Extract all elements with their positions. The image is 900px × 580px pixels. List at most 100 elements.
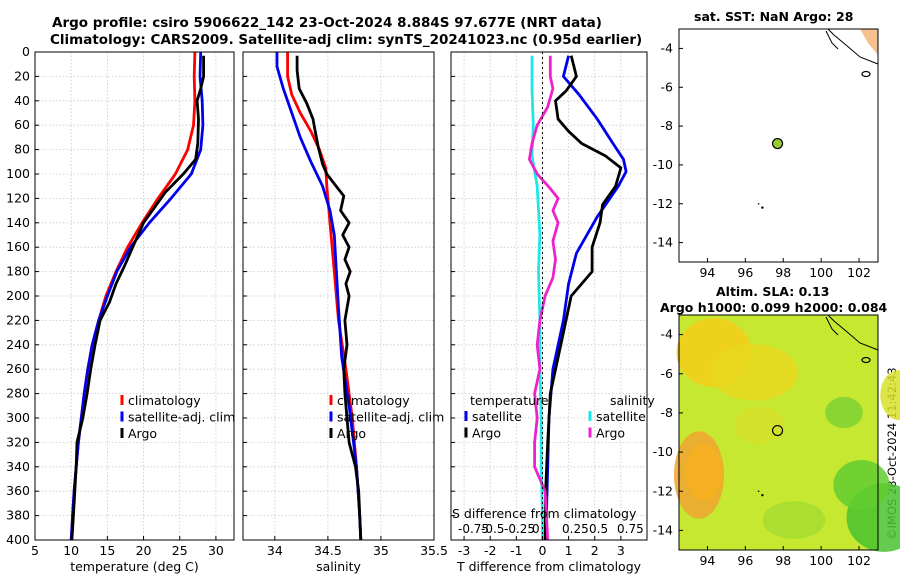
temperature-profile-xtick-label: 15 bbox=[99, 543, 115, 558]
depth-tick-label: 100 bbox=[6, 166, 30, 181]
sst-map-xtick-label: 100 bbox=[809, 265, 833, 280]
depth-tick-label: 60 bbox=[14, 117, 30, 132]
island-outline bbox=[861, 70, 871, 78]
sst-map-ytick-label: -10 bbox=[653, 157, 673, 172]
sla-argo-location-marker bbox=[771, 424, 784, 437]
difference-profile-xlabel: T difference from climatology bbox=[456, 559, 642, 574]
argo-location-marker bbox=[771, 137, 784, 150]
sst-map-ytick-label: -12 bbox=[653, 196, 673, 211]
sla-field-patch bbox=[833, 460, 890, 510]
depth-tick-label: 400 bbox=[6, 532, 30, 547]
sla-map-xtick-label: 96 bbox=[737, 553, 753, 568]
salinity-profile-xtick-label: 34 bbox=[267, 543, 283, 558]
difference-profile-series-line bbox=[543, 55, 623, 541]
difference-profile-series-line bbox=[543, 55, 628, 541]
depth-tick-label: 80 bbox=[14, 142, 30, 157]
salinity-legend-entry: Argo bbox=[337, 426, 366, 441]
sst-map-ytick-label: -8 bbox=[661, 118, 674, 133]
difference-profile-xtick-label: 3 bbox=[617, 543, 625, 558]
diff-secondary-tick-label: 0 bbox=[532, 522, 540, 536]
temperature-profile-xtick-label: 20 bbox=[136, 543, 152, 558]
diff-secondary-tick-label: 0.75 bbox=[617, 522, 644, 536]
sla-map-title-line1: Altim. SLA: 0.13 bbox=[716, 284, 830, 299]
difference-profile-xtick-label: -2 bbox=[484, 543, 496, 558]
depth-tick-label: 180 bbox=[6, 264, 30, 279]
diff-legend-temp-title: temperature bbox=[470, 393, 549, 408]
sla-field-patch bbox=[880, 370, 900, 420]
coastline bbox=[825, 316, 839, 336]
depth-tick-label: 340 bbox=[6, 459, 30, 474]
depth-tick-label: 260 bbox=[6, 361, 30, 376]
sla-map-ytick-label: -14 bbox=[653, 522, 673, 537]
diff-legend-sal-entry: Argo bbox=[596, 426, 625, 441]
depth-tick-label: 280 bbox=[6, 386, 30, 401]
diff-legend-sal-entry: satellite bbox=[596, 409, 646, 424]
temperature-profile-xtick-label: 5 bbox=[31, 543, 39, 558]
sla-field-patch bbox=[825, 396, 863, 429]
salinity-legend-entry: satellite-adj. clim bbox=[337, 410, 444, 425]
sla-map-frame bbox=[678, 314, 879, 551]
sla-field-patch bbox=[762, 501, 826, 539]
temperature-legend-entry: satellite-adj. clim bbox=[128, 410, 235, 425]
diff-secondary-tick-label: -0.5 bbox=[481, 522, 504, 536]
sla-map-xtick-label: 100 bbox=[809, 553, 833, 568]
island-outline bbox=[861, 356, 871, 364]
diff-legend-temp-entry: Argo bbox=[472, 426, 501, 441]
salinity-profile-series-line bbox=[275, 52, 363, 541]
temperature-profile-series-line bbox=[70, 55, 206, 541]
island-dot bbox=[757, 490, 760, 493]
island-dot bbox=[761, 206, 764, 209]
diff-legend-temp-entry: satellite bbox=[472, 409, 522, 424]
sst-map-frame bbox=[678, 28, 879, 263]
salinity-legend-entry: climatology bbox=[337, 393, 410, 408]
sst-map-xtick-label: 96 bbox=[737, 265, 753, 280]
depth-tick-label: 300 bbox=[6, 410, 30, 425]
difference-profile-series-line bbox=[528, 55, 560, 541]
sla-field-patch bbox=[734, 406, 784, 444]
temperature-profile-xtick-label: 30 bbox=[208, 543, 224, 558]
salinity-profile-xtick-label: 35.5 bbox=[420, 543, 448, 558]
depth-tick-label: 20 bbox=[14, 68, 30, 83]
temperature-profile-xtick-label: 25 bbox=[172, 543, 188, 558]
sla-map-ytick-label: -6 bbox=[661, 366, 674, 381]
sla-map-title-line2: Argo h1000: 0.099 h2000: 0.084 bbox=[660, 300, 888, 315]
depth-tick-label: 200 bbox=[6, 288, 30, 303]
depth-tick-label: 240 bbox=[6, 337, 30, 352]
sla-map-ytick-label: -12 bbox=[653, 483, 673, 498]
depth-tick-label: 360 bbox=[6, 483, 30, 498]
coastline bbox=[827, 28, 879, 65]
depth-tick-label: 40 bbox=[14, 93, 30, 108]
island-dot bbox=[757, 202, 760, 205]
sla-field-patch bbox=[685, 444, 723, 501]
sst-map-xtick-label: 102 bbox=[847, 265, 871, 280]
diff-secondary-xlabel: S difference from climatology bbox=[452, 506, 637, 521]
depth-tick-label: 220 bbox=[6, 312, 30, 327]
sst-land-patch bbox=[860, 29, 878, 55]
temperature-legend-entry: Argo bbox=[128, 426, 157, 441]
difference-profile-xtick-label: 2 bbox=[591, 543, 599, 558]
temperature-legend-entry: climatology bbox=[128, 393, 201, 408]
salinity-profile-series-line bbox=[295, 55, 363, 541]
salinity-profile-xtick-label: 35 bbox=[373, 543, 389, 558]
salinity-profile-xlabel: salinity bbox=[316, 559, 361, 574]
difference-profile-series-line bbox=[530, 55, 544, 540]
sla-map-ytick-label: -4 bbox=[661, 327, 674, 342]
difference-profile-xtick-label: 1 bbox=[565, 543, 573, 558]
sla-map-ytick-label: -8 bbox=[661, 405, 674, 420]
sla-map-ytick-label: -10 bbox=[653, 444, 673, 459]
sst-map-ytick-label: -4 bbox=[661, 40, 674, 55]
difference-profile-xtick-label: 0 bbox=[538, 543, 546, 558]
diff-secondary-tick-label: -0.25 bbox=[504, 522, 535, 536]
sst-map-xtick-label: 94 bbox=[699, 265, 715, 280]
difference-profile-xtick-label: -1 bbox=[510, 543, 522, 558]
diff-secondary-tick-label: 0.25 bbox=[562, 522, 589, 536]
depth-tick-label: 380 bbox=[6, 508, 30, 523]
temperature-profile-xlabel: temperature (deg C) bbox=[70, 559, 199, 574]
difference-profile-xtick-label: -3 bbox=[458, 543, 470, 558]
sst-map-title: sat. SST: NaN Argo: 28 bbox=[694, 9, 854, 24]
depth-tick-label: 140 bbox=[6, 215, 30, 230]
sst-map-ytick-label: -14 bbox=[653, 235, 673, 250]
depth-tick-label: 120 bbox=[6, 190, 30, 205]
sst-map-ytick-label: -6 bbox=[661, 79, 674, 94]
